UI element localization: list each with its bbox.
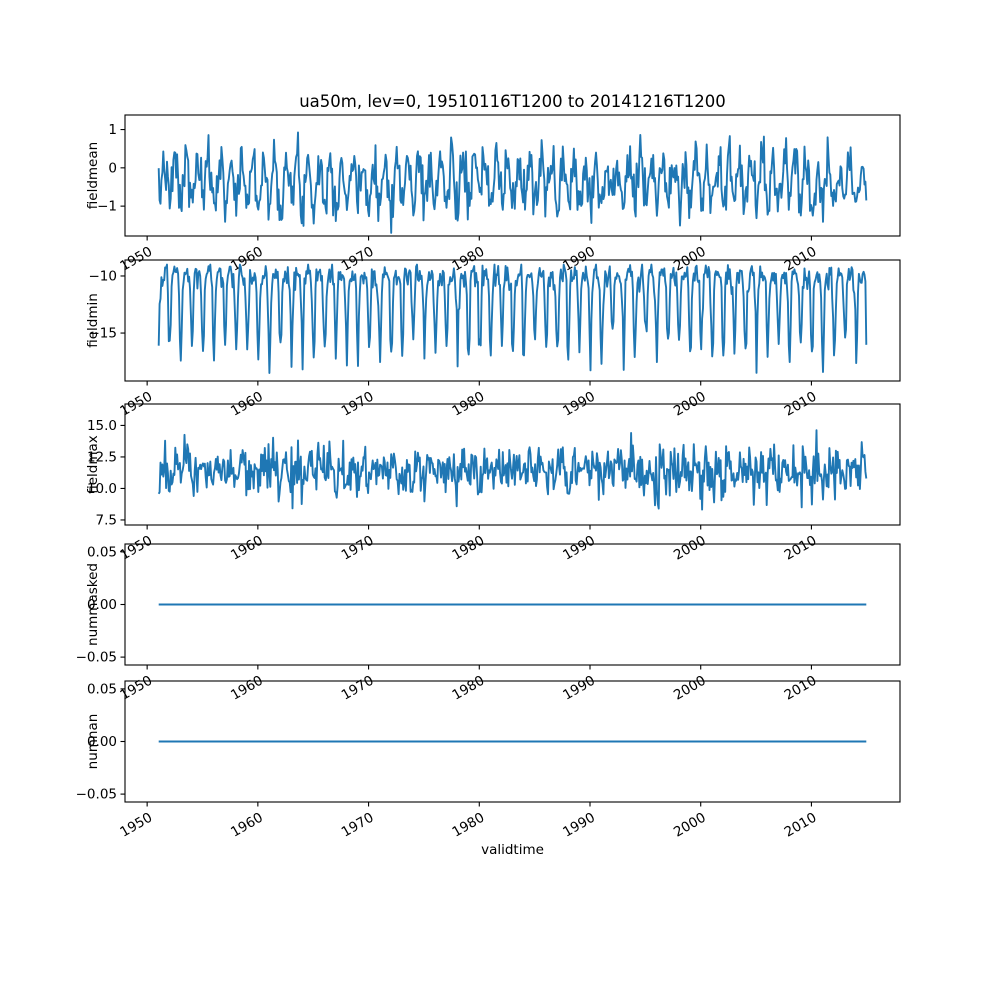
x-tick-label: 1970 bbox=[339, 673, 377, 704]
axes-frame bbox=[124, 403, 901, 526]
x-tick-label: 1980 bbox=[450, 533, 488, 564]
x-tick-label: 2010 bbox=[782, 244, 820, 275]
x-tick-label: 1970 bbox=[339, 533, 377, 564]
x-tick-label: 1960 bbox=[228, 533, 266, 564]
y-tick-label: −0.05 bbox=[76, 787, 117, 803]
x-tick-label: 1960 bbox=[228, 244, 266, 275]
x-tick-label: 1990 bbox=[560, 533, 598, 564]
y-tick-label: 1 bbox=[108, 122, 117, 138]
x-tick-label: 2000 bbox=[671, 810, 709, 841]
x-tick-label: 1960 bbox=[228, 673, 266, 704]
y-axis-label-fieldmean: fieldmean bbox=[85, 142, 101, 209]
x-tick-label: 1980 bbox=[450, 810, 488, 841]
y-tick-label: −1 bbox=[97, 199, 117, 215]
y-tick-label: 0.05 bbox=[87, 544, 117, 560]
x-tick-label: 1980 bbox=[450, 673, 488, 704]
x-tick-label: 1950 bbox=[117, 533, 155, 564]
y-tick-label: 7.5 bbox=[96, 512, 117, 528]
y-axis-label-fieldmin: fieldmin bbox=[85, 293, 101, 348]
y-tick-label: −0.05 bbox=[76, 650, 117, 666]
series-line-fieldmean bbox=[157, 131, 868, 234]
x-tick-label: 1970 bbox=[339, 810, 377, 841]
y-tick-label: 10.0 bbox=[87, 481, 117, 497]
x-tick-label: 1950 bbox=[117, 673, 155, 704]
y-tick-label: 0.05 bbox=[87, 681, 117, 697]
x-tick-label: 2010 bbox=[782, 673, 820, 704]
y-tick-label: −15 bbox=[89, 326, 118, 342]
y-tick-label: −10 bbox=[89, 268, 118, 284]
chart-title: ua50m, lev=0, 19510116T1200 to 20141216T… bbox=[299, 92, 726, 111]
y-tick-label: 0.00 bbox=[87, 734, 117, 750]
x-tick-label: 1990 bbox=[560, 810, 598, 841]
axes-frame bbox=[124, 259, 901, 382]
series-line-fieldmax bbox=[157, 429, 868, 511]
x-tick-label: 2000 bbox=[671, 244, 709, 275]
y-axis-label-numnan: numnan bbox=[85, 714, 101, 770]
y-axis-label-nummasked: nummasked bbox=[85, 563, 101, 646]
series-line-fieldmin bbox=[157, 263, 868, 374]
y-axis-label-fieldmax: fieldmax bbox=[85, 435, 101, 494]
x-tick-label: 2000 bbox=[671, 533, 709, 564]
y-tick-label: 0 bbox=[108, 160, 117, 176]
x-tick-label: 2010 bbox=[782, 533, 820, 564]
x-tick-label: 1960 bbox=[228, 810, 266, 841]
y-tick-label: 0.00 bbox=[87, 597, 117, 613]
y-tick-label: 12.5 bbox=[87, 449, 117, 465]
x-axis-label: validtime bbox=[481, 842, 544, 858]
x-tick-label: 1990 bbox=[560, 673, 598, 704]
x-tick-label: 1950 bbox=[117, 810, 155, 841]
x-tick-label: 1950 bbox=[117, 244, 155, 275]
x-tick-label: 2010 bbox=[782, 810, 820, 841]
x-tick-label: 2000 bbox=[671, 673, 709, 704]
axes-frame bbox=[124, 114, 901, 237]
y-tick-label: 15.0 bbox=[87, 418, 117, 434]
